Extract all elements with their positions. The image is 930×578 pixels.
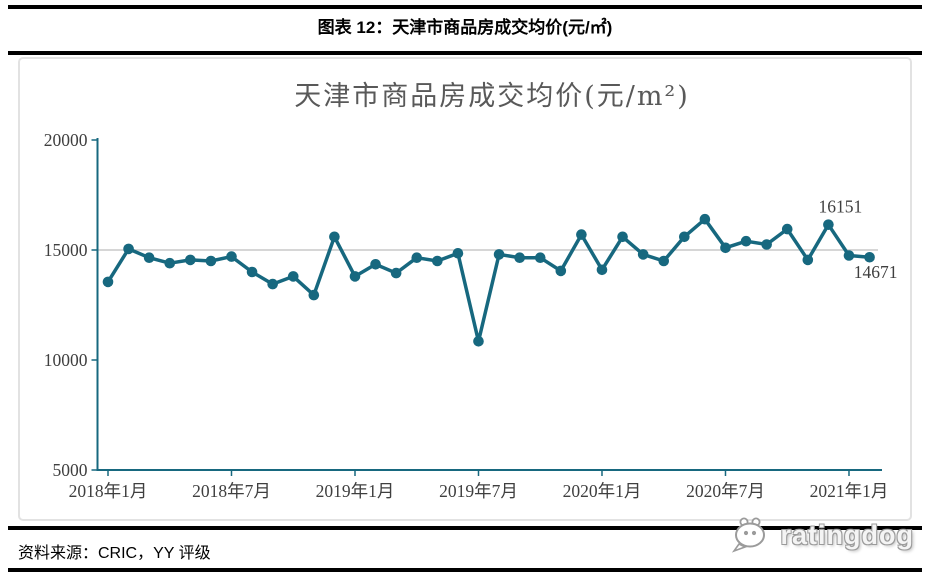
x-tick-label: 2018年7月	[192, 481, 271, 501]
data-point	[679, 231, 690, 243]
data-point	[514, 252, 525, 263]
data-point	[123, 243, 134, 255]
y-tick-label: 15000	[44, 240, 88, 260]
data-point	[185, 254, 196, 266]
data-point	[205, 255, 217, 267]
data-point	[740, 235, 752, 247]
data-point	[493, 249, 505, 260]
dog-eye-left	[743, 530, 748, 536]
data-point	[452, 248, 464, 259]
data-point	[823, 219, 834, 230]
data-point	[390, 267, 402, 279]
speech-bubble-tail	[731, 542, 747, 553]
data-point	[617, 231, 628, 243]
data-point	[699, 213, 711, 225]
data-point	[164, 257, 176, 269]
data-point	[143, 252, 155, 263]
data-point	[637, 249, 649, 260]
price-line	[106, 217, 872, 344]
data-point	[534, 252, 546, 263]
data-source-note: 资料来源：CRIC，YY 评级	[18, 545, 211, 562]
dog-face-icon	[731, 517, 765, 553]
footer-top-rule	[8, 526, 922, 530]
data-point	[226, 251, 237, 262]
x-tick-label: 2018年1月	[69, 481, 148, 501]
y-tick-label: 20000	[44, 130, 88, 150]
data-point	[761, 239, 772, 250]
data-point	[576, 229, 587, 240]
data-point	[843, 250, 855, 261]
data-point	[720, 242, 731, 254]
x-tick-label: 2020年7月	[686, 481, 765, 501]
data-point	[864, 251, 875, 263]
figure-title: 图表 12：天津市商品房成交均价(元/㎡)	[317, 18, 613, 37]
data-point	[596, 264, 608, 276]
data-label-14671: 14671	[854, 262, 898, 282]
data-point	[432, 255, 443, 267]
data-point	[287, 271, 299, 282]
y-tick-label: 10000	[44, 350, 88, 370]
y-tick-label: 5000	[53, 460, 88, 480]
chart-title: 天津市商品房成交均价(元/m²)	[294, 81, 690, 112]
x-tick-label: 2021年1月	[810, 481, 889, 501]
top-rule	[8, 5, 922, 9]
bottom-rule	[8, 568, 922, 572]
data-point	[781, 223, 793, 235]
ratingdog-logo: ratingdog	[730, 516, 914, 554]
data-point	[555, 265, 567, 277]
logo-text: ratingdog	[780, 519, 914, 550]
data-point	[329, 231, 340, 243]
data-point	[349, 271, 361, 282]
data-point	[802, 254, 814, 266]
dog-face	[734, 522, 765, 548]
header-bottom-rule	[8, 51, 922, 55]
data-point	[102, 276, 114, 288]
data-point	[658, 255, 670, 267]
dog-eye-right	[751, 530, 756, 536]
data-point	[370, 259, 381, 270]
x-tick-label: 2019年1月	[316, 481, 395, 501]
data-point	[411, 252, 423, 263]
x-tick-label: 2019年7月	[439, 481, 518, 501]
data-point	[246, 266, 258, 278]
data-point	[267, 278, 278, 290]
data-point	[473, 336, 484, 347]
data-point	[308, 289, 320, 301]
data-label-16151: 16151	[819, 197, 863, 217]
x-tick-label: 2020年1月	[563, 481, 642, 501]
